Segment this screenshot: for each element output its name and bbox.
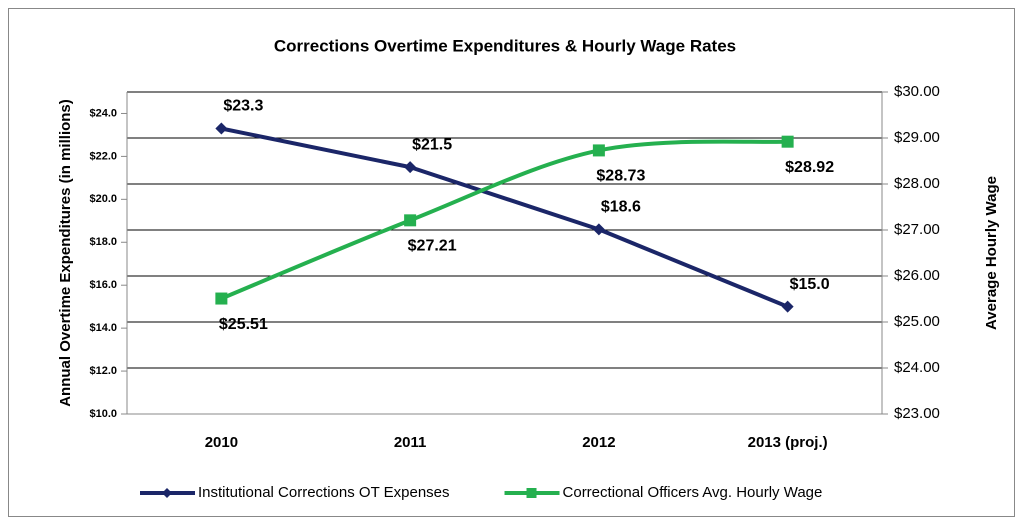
value-label: $21.5 (412, 136, 452, 153)
y2-tick-label: $24.00 (894, 359, 940, 376)
value-label: $27.21 (408, 238, 457, 255)
y-tick-label: $10.0 (89, 408, 117, 420)
point (215, 122, 228, 135)
x-tick-label: 2011 (394, 434, 427, 451)
legend-label: Institutional Corrections OT Expenses (198, 484, 450, 501)
series-line (220, 139, 788, 301)
legend-marker (162, 488, 172, 498)
y-axis-title: Annual Overtime Expenditures (in million… (57, 99, 74, 407)
x-tick-label: 2010 (205, 434, 238, 451)
series-line (220, 126, 789, 309)
legend-label: Correctional Officers Avg. Hourly Wage (563, 484, 823, 501)
x-tick-label: 2013 (proj.) (748, 434, 828, 451)
point (404, 214, 417, 227)
point (592, 223, 605, 236)
y2-tick-label: $30.00 (894, 83, 940, 100)
value-label: $28.73 (596, 168, 645, 185)
y2-tick-label: $25.00 (894, 313, 940, 330)
y2-axis-title: Average Hourly Wage (983, 176, 1000, 330)
point (592, 144, 605, 157)
y-tick-label: $22.0 (89, 150, 117, 162)
y-tick-label: $18.0 (89, 236, 117, 248)
value-label: $15.0 (790, 276, 830, 293)
point (404, 161, 417, 174)
point (215, 292, 228, 305)
chart-title: Corrections Overtime Expenditures & Hour… (274, 36, 736, 55)
value-label: $25.51 (219, 316, 268, 333)
y-tick-label: $12.0 (89, 365, 117, 377)
legend-marker (526, 488, 537, 498)
y2-tick-label: $26.00 (894, 267, 940, 284)
point (781, 300, 794, 313)
value-label: $28.92 (785, 159, 834, 176)
point (781, 135, 794, 148)
y-tick-label: $16.0 (89, 279, 117, 291)
y2-tick-label: $28.00 (894, 175, 940, 192)
y-tick-label: $20.0 (89, 193, 117, 205)
y-tick-label: $14.0 (89, 322, 117, 334)
y2-tick-label: $29.00 (894, 129, 940, 146)
value-label: $23.3 (223, 98, 263, 115)
y2-tick-label: $27.00 (894, 221, 940, 238)
y-tick-label: $24.0 (89, 107, 117, 119)
y2-tick-label: $23.00 (894, 405, 940, 422)
chart-border (8, 8, 1015, 517)
x-tick-label: 2012 (582, 434, 615, 451)
value-label: $18.6 (601, 199, 641, 216)
